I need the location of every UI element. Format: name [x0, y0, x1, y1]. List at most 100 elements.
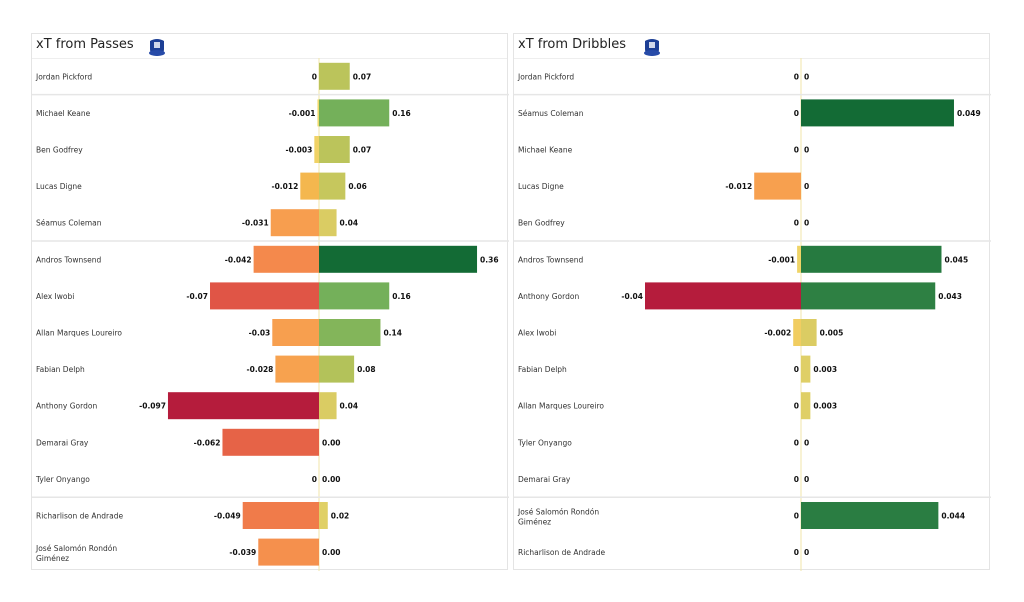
player-name: Fabian Delph [36, 365, 85, 374]
chart-title: xT from Passes [36, 37, 134, 52]
bar-row: Michael Keane -0.001 0.16 [36, 99, 411, 127]
positive-bar [319, 99, 390, 127]
player-name: Alex Iwobi [518, 329, 556, 338]
positive-bar [319, 62, 350, 90]
negative-bar [272, 319, 319, 346]
player-name: Allan Marques Loureiro [36, 329, 122, 338]
negative-value-label: 0 [794, 146, 799, 155]
negative-value-label: 0 [794, 548, 799, 557]
positive-value-label: 0.07 [353, 146, 372, 155]
bar-row: Fabian Delph 0 0.003 [518, 355, 837, 383]
bar-row: Jordan Pickford 0 0 [517, 72, 809, 81]
negative-value-label: -0.031 [242, 219, 269, 228]
positive-value-label: 0.049 [957, 109, 981, 118]
negative-bar [253, 245, 319, 273]
bar-row: Lucas Digne -0.012 0.06 [36, 172, 367, 200]
negative-value-label: -0.039 [229, 548, 256, 557]
negative-value-label: -0.042 [225, 255, 252, 264]
bar-row: Anthony Gordon -0.097 0.04 [36, 392, 359, 420]
negative-bar [258, 538, 319, 566]
player-name: Lucas Digne [36, 182, 82, 191]
player-name: Demarai Gray [36, 438, 89, 447]
bar-row: Tyler Onyango 0 0 [517, 438, 809, 447]
player-name: Andros Townsend [518, 255, 584, 264]
dribbles-panel: xT from Dribbles Jordan Pickford 0 0 Séamus… [513, 33, 991, 571]
everton-crest-icon [644, 39, 660, 56]
bar-row: Jordan Pickford 0 0.07 [35, 62, 372, 90]
player-name: José Salomón Rondón Giménez [517, 508, 599, 527]
positive-value-label: 0.04 [340, 219, 359, 228]
positive-bar [801, 245, 942, 273]
player-name: Michael Keane [518, 146, 573, 155]
bar-row: Allan Marques Loureiro 0 0.003 [518, 392, 837, 420]
everton-crest-icon [149, 39, 165, 56]
negative-bar [645, 282, 801, 310]
positive-bar [319, 392, 337, 420]
positive-bar [319, 319, 381, 346]
positive-value-label: 0.003 [813, 365, 837, 374]
positive-value-label: 0.16 [392, 292, 411, 301]
positive-value-label: 0.00 [322, 475, 341, 484]
bar-row: Ben Godfrey 0 0 [518, 219, 809, 228]
positive-bar [319, 209, 337, 237]
negative-value-label: -0.012 [725, 182, 752, 191]
bar-row: Alex Iwobi -0.002 0.005 [518, 319, 843, 346]
player-name: Anthony Gordon [36, 402, 97, 411]
positive-bar [801, 282, 936, 310]
negative-value-label: -0.028 [247, 365, 274, 374]
negative-bar [797, 245, 801, 273]
negative-value-label: 0 [794, 109, 799, 118]
positive-bar [801, 99, 954, 127]
negative-value-label: 0 [794, 438, 799, 447]
positive-value-label: 0 [804, 146, 809, 155]
divider [32, 58, 507, 59]
positive-value-label: 0.07 [353, 72, 372, 81]
player-name: Séamus Coleman [36, 219, 102, 228]
negative-value-label: -0.001 [768, 255, 795, 264]
bar-row: Michael Keane 0 0 [518, 146, 809, 155]
positive-bar [319, 355, 355, 383]
positive-value-label: 0 [804, 219, 809, 228]
player-name: Ben Godfrey [518, 219, 565, 228]
bar-row: José Salomón Rondón Giménez -0.039 0.00 [35, 538, 341, 566]
bar-row: Richarlison de Andrade -0.049 0.02 [36, 502, 349, 529]
positive-value-label: 0.043 [938, 292, 962, 301]
negative-value-label: 0 [794, 72, 799, 81]
positive-value-label: 0.06 [348, 182, 367, 191]
player-name: Tyler Onyango [35, 475, 90, 484]
negative-bar [300, 172, 319, 200]
negative-bar [317, 99, 319, 127]
positive-bar [801, 355, 811, 383]
bar-row: Demarai Gray -0.062 0.00 [36, 428, 341, 456]
positive-value-label: 0.044 [941, 512, 965, 521]
positive-value-label: 0.14 [383, 329, 402, 338]
negative-value-label: 0 [794, 365, 799, 374]
bar-row: Séamus Coleman 0 0.049 [518, 99, 981, 127]
player-name: Demarai Gray [518, 475, 571, 484]
divider [514, 58, 989, 59]
positive-value-label: 0.36 [480, 255, 499, 264]
positive-value-label: 0.04 [340, 402, 359, 411]
bar-row: Andros Townsend -0.042 0.36 [36, 245, 499, 273]
positive-value-label: 0 [804, 548, 809, 557]
negative-bar [270, 209, 319, 237]
positive-value-label: 0 [804, 72, 809, 81]
negative-value-label: 0 [794, 512, 799, 521]
positive-bar [319, 245, 478, 273]
negative-value-label: -0.012 [271, 182, 298, 191]
bar-row: Fabian Delph -0.028 0.08 [36, 355, 376, 383]
positive-bar [801, 502, 939, 529]
positive-value-label: 0.08 [357, 365, 376, 374]
bar-row: Allan Marques Loureiro -0.03 0.14 [36, 319, 402, 346]
negative-value-label: -0.049 [214, 512, 241, 521]
chart-title: xT from Dribbles [518, 37, 627, 52]
positive-value-label: 0.005 [820, 329, 844, 338]
negative-value-label: -0.062 [194, 438, 221, 447]
negative-bar [210, 282, 319, 310]
positive-bar [801, 392, 811, 420]
negative-value-label: -0.003 [285, 146, 312, 155]
negative-value-label: 0 [794, 219, 799, 228]
bar-row: Anthony Gordon -0.04 0.043 [518, 282, 962, 310]
player-name: Andros Townsend [36, 255, 102, 264]
player-name: José Salomón Rondón Giménez [35, 544, 117, 563]
